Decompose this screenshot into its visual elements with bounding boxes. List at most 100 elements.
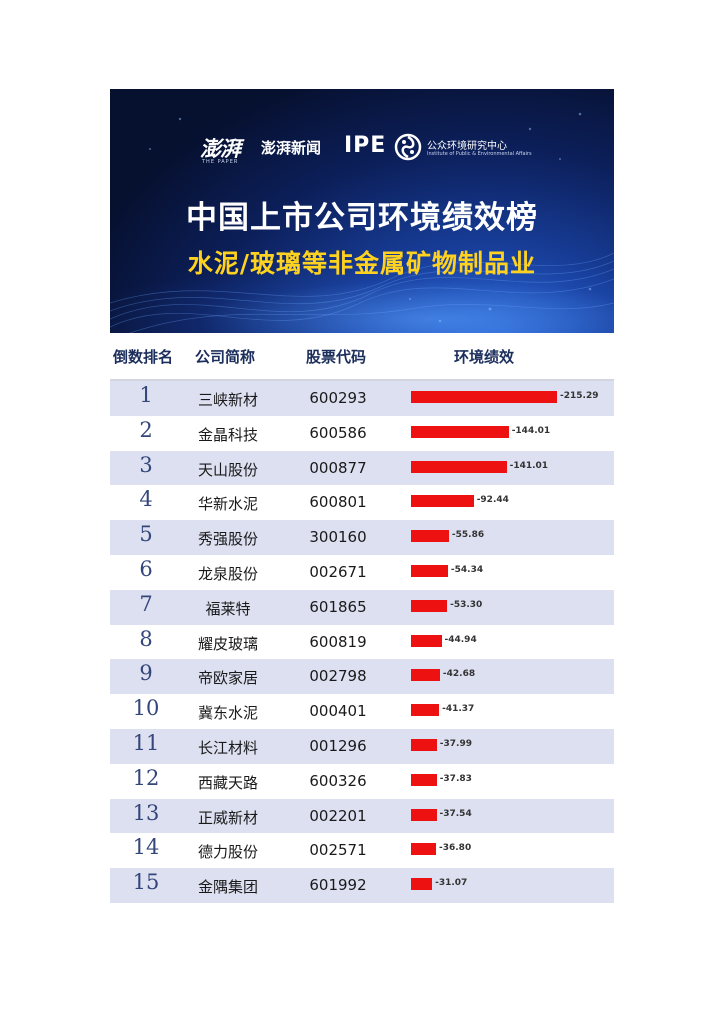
performance-bar [411,878,433,891]
ipe-english-name: Institute of Public & Environmental Affa… [427,151,532,157]
performance-value-label: -54.34 [450,564,484,575]
performance-bar [411,530,449,543]
the-paper-name: 澎湃新闻 [261,139,322,157]
rank-number: 6 [139,556,153,581]
table-row: 6 龙泉股份 002671 -54.34 [110,554,614,590]
stock-code: 600293 [309,389,367,407]
company-name: 福莱特 [205,599,251,618]
stock-code: 600326 [309,771,367,790]
ipe-name: 公众环境研究中心 [427,141,507,152]
table-row: 14 德力股份 002571 -36.80 [110,833,614,869]
performance-bar [411,564,448,577]
company-name: 龙泉股份 [197,564,258,583]
rank-number: 2 [139,417,153,442]
table-row: 12 西藏天路 600326 -37.83 [110,763,614,799]
rank-number: 3 [139,452,153,477]
company-name: 长江材料 [197,738,258,757]
performance-value-label: -44.94 [444,634,477,645]
company-name: 秀强股份 [197,530,258,549]
stock-code: 000401 [309,702,367,721]
performance-bar [411,704,440,717]
stock-code: 000877 [309,458,367,477]
page-subtitle: 水泥/玻璃等非金属矿物制品业 [187,249,537,278]
company-name: 帝欧家居 [197,669,258,688]
rank-number: 7 [139,591,153,616]
company-name: 华新水泥 [197,495,258,514]
logo-row: 澎湃 THE PAPER 澎湃新闻 IPE 公众环境研究中心 Institute… [110,133,614,165]
stock-code: 002798 [309,667,367,686]
company-name: 天山股份 [197,460,258,479]
the-paper-english: THE PAPER [202,159,239,165]
performance-bar [411,843,436,856]
table-row: 10 冀东水泥 000401 -41.37 [110,694,614,729]
rank-number: 11 [132,730,160,755]
company-name: 冀东水泥 [197,704,258,723]
rank-number: 1 [139,383,153,407]
stock-code: 601992 [309,876,367,895]
table-row: 3 天山股份 000877 -141.01 [110,450,614,486]
stock-code: 002671 [309,562,367,581]
table-row: 7 福莱特 601865 -53.30 [110,589,614,625]
table-row: 8 耀皮玻璃 600819 -44.94 [110,624,614,660]
stock-code: 600801 [309,493,367,512]
company-name: 德力股份 [197,843,258,862]
table-header: 倒数排名 公司简称 股票代码 环境绩效 [110,333,614,381]
stock-code: 601865 [309,597,367,616]
stock-code: 600586 [309,423,367,442]
stock-code: 002201 [309,806,367,825]
performance-value-label: -144.01 [511,425,551,436]
performance-bar [411,391,557,403]
page-title: 中国上市公司环境绩效榜 [186,200,538,236]
banner-glow [110,259,614,333]
performance-bar [411,634,442,647]
header-performance: 环境绩效 [454,348,515,366]
ranking-table-body: 1 三峡新材 600293 -215.29 2 金晶科技 600586 -144.01 3 天山股… [110,381,614,903]
header-rank: 倒数排名 [113,348,174,366]
ranking-card: 澎湃 THE PAPER 澎湃新闻 IPE 公众环境研究中心 Institute… [110,89,614,903]
the-paper-logo: 澎湃 [200,136,241,161]
table-row: 2 金晶科技 600586 -144.01 [110,415,614,451]
performance-bar [411,495,474,508]
performance-value-label: -141.01 [509,460,549,471]
rank-number: 13 [132,800,160,825]
banner: 澎湃 THE PAPER 澎湃新闻 IPE 公众环境研究中心 Institute… [110,89,614,333]
company-name: 金晶科技 [197,425,258,444]
performance-bar [411,425,509,438]
table-row: 4 华新水泥 600801 -92.44 [110,485,614,521]
stock-code: 300160 [309,528,367,547]
ipe-logo-text: IPE [344,133,387,158]
rank-number: 9 [139,661,153,686]
performance-value-label: -37.54 [439,808,472,819]
rank-number: 4 [139,487,153,512]
rank-number: 8 [139,626,153,651]
header-code: 股票代码 [306,348,367,366]
performance-value-label: -31.07 [435,878,468,889]
performance-bar [411,599,448,612]
stock-code: 600819 [309,632,367,651]
rank-number: 14 [132,835,160,860]
performance-value-label: -41.37 [442,704,475,715]
company-name: 正威新材 [197,808,258,827]
company-name: 三峡新材 [197,391,258,409]
table-row: 15 金隅集团 601992 -31.07 [110,868,614,903]
performance-value-label: -42.68 [442,669,476,680]
performance-bar [411,460,507,473]
performance-value-label: -36.80 [439,843,472,854]
table-row: 1 三峡新材 600293 -215.29 [110,381,614,416]
stock-code: 002571 [309,841,367,860]
performance-value-label: -37.83 [439,773,472,784]
performance-bar [411,669,440,682]
performance-value-label: -55.86 [451,530,485,541]
stock-code: 001296 [309,736,367,755]
performance-value-label: -53.30 [450,599,483,610]
banner-wave-decoration [110,112,614,333]
table-row: 11 长江材料 001296 -37.99 [110,728,614,764]
performance-value-label: -92.44 [476,495,509,506]
table-row: 9 帝欧家居 002798 -42.68 [110,659,614,695]
header-company: 公司简称 [195,348,256,366]
performance-bar [411,773,437,786]
performance-bar [411,738,437,751]
company-name: 耀皮玻璃 [197,634,258,653]
performance-value-label: -215.29 [560,391,599,401]
table-row: 5 秀强股份 300160 -55.86 [110,520,614,555]
